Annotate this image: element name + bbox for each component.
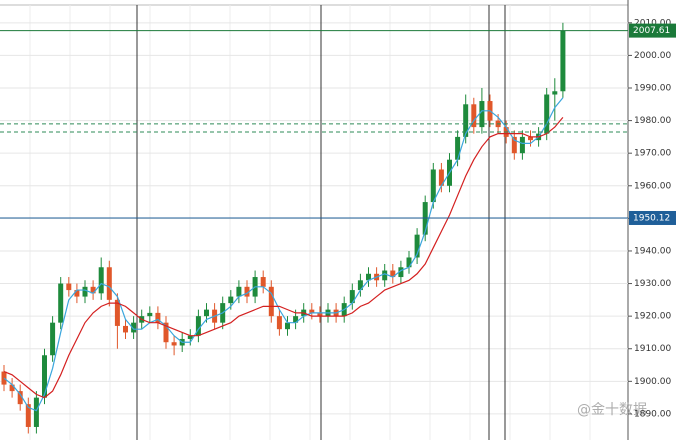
candle-body — [42, 355, 47, 398]
candle-body — [552, 91, 558, 95]
candle-body — [511, 136, 517, 154]
candle-body — [163, 322, 169, 343]
grid — [0, 5, 628, 440]
price-tag — [629, 210, 676, 225]
candle-body — [236, 286, 242, 297]
candle-body — [293, 316, 299, 323]
candle-body — [90, 286, 96, 294]
candle-body — [438, 169, 444, 186]
price-tag-label: 2007.61 — [633, 26, 670, 36]
candle-body — [317, 312, 323, 317]
price-tag-label: 1950.12 — [633, 213, 670, 223]
y-tick-label: 1940.00 — [634, 246, 671, 256]
candle-body — [471, 104, 477, 128]
price-tag — [629, 23, 676, 38]
y-tick-label: 2010.00 — [634, 18, 671, 28]
candle-body — [244, 286, 250, 297]
y-tick-label: 1900.00 — [634, 377, 671, 387]
moving-average — [3, 97, 564, 412]
candle-body — [519, 136, 525, 154]
candle-body — [82, 286, 88, 297]
candle-body — [74, 290, 80, 297]
y-tick-label: 1890.00 — [634, 409, 671, 419]
candle-body — [479, 101, 485, 128]
candle-body — [528, 136, 533, 141]
candle-body — [25, 404, 31, 427]
candle-body — [98, 267, 104, 294]
candle-body — [195, 316, 201, 336]
y-tick-label: 1920.00 — [634, 312, 671, 322]
candle-body — [204, 309, 209, 317]
y-tick-label: 1960.00 — [634, 181, 671, 191]
candle-body — [544, 94, 550, 134]
y-tick-label: 1980.00 — [634, 116, 671, 126]
y-tick-label: 1930.00 — [634, 279, 671, 289]
candle-body — [560, 30, 566, 92]
candle-body — [349, 290, 355, 304]
candle-body — [123, 325, 128, 333]
candle-body — [357, 280, 363, 291]
y-tick-label: 1970.00 — [634, 149, 671, 159]
candle-body — [171, 342, 177, 346]
candle-body — [285, 322, 290, 330]
candle-body — [398, 267, 404, 278]
candle-body — [66, 283, 72, 291]
candle-body — [155, 312, 161, 323]
candle-body — [17, 391, 23, 405]
candle-body — [276, 316, 282, 330]
candle-body — [58, 283, 64, 323]
candle-body — [430, 169, 436, 203]
candle-body — [147, 312, 153, 317]
candle-body — [50, 322, 56, 356]
candle-body — [268, 286, 274, 317]
y-tick-label: 1990.00 — [634, 84, 671, 94]
candle-body — [9, 384, 15, 392]
candle-body — [106, 267, 112, 300]
candle-body — [131, 322, 137, 333]
candle-body — [390, 270, 396, 278]
moving-average — [3, 116, 564, 399]
candle-body — [382, 270, 388, 281]
candle-body — [114, 299, 120, 326]
candle-body — [463, 104, 469, 137]
candle-body — [414, 234, 420, 258]
candle-body — [187, 335, 193, 339]
candle-body — [33, 397, 39, 427]
candle-body — [406, 257, 412, 268]
separators — [136, 5, 506, 440]
candle-body — [309, 309, 315, 313]
candle-body — [260, 277, 266, 287]
candle-body — [228, 296, 234, 304]
y-tick-label: 1910.00 — [634, 344, 671, 354]
candle-body — [366, 273, 371, 281]
candle-body — [455, 136, 461, 160]
y-tick-label: 2000.00 — [634, 51, 671, 61]
